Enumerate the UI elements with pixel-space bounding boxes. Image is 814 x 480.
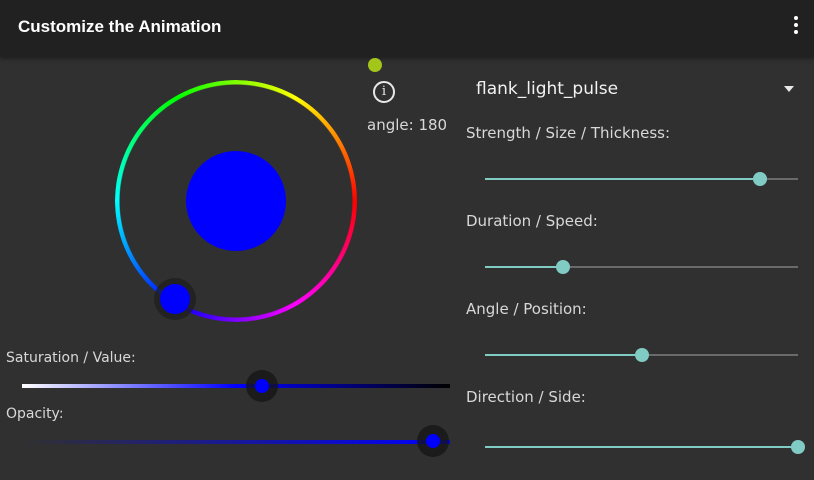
hue-handle[interactable] bbox=[160, 284, 190, 314]
duration-label: Duration / Speed: bbox=[466, 212, 598, 230]
opacity-thumb[interactable] bbox=[425, 434, 440, 448]
duration-slider-thumb[interactable] bbox=[556, 260, 571, 274]
angle-position-slider-thumb[interactable] bbox=[634, 348, 649, 362]
saturation-value-label: Saturation / Value: bbox=[6, 350, 136, 366]
animation-select-value: flank_light_pulse bbox=[476, 79, 619, 99]
app-bar: Customize the Animation bbox=[0, 0, 814, 57]
strength-slider-fill bbox=[485, 178, 761, 180]
info-icon[interactable]: i bbox=[373, 81, 395, 103]
direction-slider-fill bbox=[485, 446, 798, 448]
app-title: Customize the Animation bbox=[18, 17, 222, 36]
more-vert-icon[interactable] bbox=[792, 16, 800, 40]
status-indicator-dot bbox=[368, 58, 382, 72]
direction-slider-thumb[interactable] bbox=[791, 440, 805, 454]
opacity-label: Opacity: bbox=[6, 406, 64, 422]
duration-slider[interactable] bbox=[485, 266, 798, 268]
animation-select[interactable]: flank_light_pulse bbox=[466, 72, 802, 108]
saturation-value-slider[interactable] bbox=[22, 384, 450, 388]
saturation-value-thumb[interactable] bbox=[254, 379, 269, 393]
selected-color-preview bbox=[186, 151, 286, 251]
strength-label: Strength / Size / Thickness: bbox=[466, 124, 671, 142]
arrow-drop-down-icon bbox=[784, 86, 794, 92]
duration-slider-fill bbox=[485, 266, 564, 268]
angle-position-label: Angle / Position: bbox=[466, 300, 587, 318]
strength-slider-thumb[interactable] bbox=[753, 172, 768, 186]
angle-label: angle: 180 bbox=[367, 116, 448, 134]
angle-position-slider-fill bbox=[485, 354, 642, 356]
opacity-slider[interactable] bbox=[22, 440, 450, 444]
direction-label: Direction / Side: bbox=[466, 388, 586, 406]
